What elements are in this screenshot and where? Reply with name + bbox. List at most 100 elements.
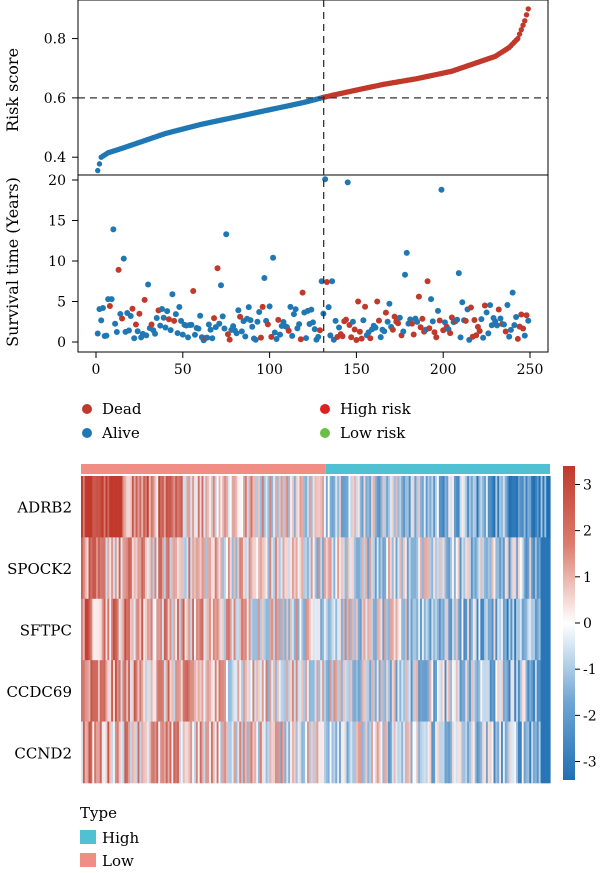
heatmap-cell: [122, 476, 125, 538]
survival-point: [459, 299, 466, 306]
heatmap-cell: [139, 537, 142, 600]
heatmap-cell: [278, 660, 282, 722]
heatmap-cell: [94, 598, 97, 661]
heatmap-cell: [241, 721, 244, 784]
heatmap-cell: [548, 598, 551, 661]
risk-point: [515, 35, 521, 42]
heatmap-cell: [293, 660, 297, 722]
heatmap-cell: [401, 660, 404, 722]
heatmap-cell: [533, 537, 536, 600]
heatmap-cell: [261, 721, 265, 784]
heatmap-cell: [448, 476, 451, 538]
heatmap-cell: [388, 721, 391, 784]
survival-point: [141, 296, 148, 303]
heatmap-cell: [175, 476, 178, 538]
heatmap-cell: [131, 537, 135, 600]
heatmap-cell: [472, 598, 476, 661]
heatmap-cell: [403, 598, 406, 661]
heatmap-cell: [305, 537, 308, 600]
heatmap-cell: [156, 598, 159, 661]
survival-point: [518, 311, 525, 318]
heatmap-cell: [516, 598, 519, 661]
survival-point: [336, 324, 343, 331]
colorbar-tick-label: 0: [583, 616, 592, 632]
survival-point: [191, 331, 198, 338]
heatmap-cell: [114, 598, 118, 661]
colorbar-tick-label: 2: [583, 524, 592, 540]
survival-point: [119, 315, 126, 322]
heatmap-cell: [446, 660, 449, 722]
heatmap-cell: [344, 537, 348, 600]
heatmap-cell: [122, 537, 125, 600]
heatmap-cell: [167, 476, 171, 538]
survival-point: [143, 332, 150, 339]
heatmap-cell: [184, 537, 188, 600]
survival-point: [339, 333, 346, 340]
heatmap-cell: [122, 598, 125, 661]
heatmap-cell: [218, 721, 221, 784]
heatmap-cell: [173, 721, 176, 784]
heatmap-cell: [97, 537, 101, 600]
heatmap-cell: [284, 660, 287, 722]
heatmap-cell: [135, 598, 139, 661]
heatmap-cell: [109, 598, 112, 661]
heatmap-cell: [429, 537, 432, 600]
heatmap-cell: [263, 598, 267, 661]
heatmap-cell: [421, 598, 425, 661]
heatmap-cell: [354, 660, 357, 722]
legend-label-low-risk: Low risk: [340, 424, 406, 442]
survival-point: [207, 326, 214, 333]
heatmap-cell: [99, 537, 103, 600]
heatmap-cell: [105, 598, 108, 661]
heatmap-cell: [408, 598, 412, 661]
heatmap-cell: [139, 476, 142, 538]
heatmap-cell: [186, 660, 189, 722]
heatmap-cell: [395, 598, 399, 661]
heatmap-cell: [261, 660, 265, 722]
heatmap-cell: [135, 537, 139, 600]
heatmap-cell: [290, 660, 293, 722]
heatmap-cell: [154, 660, 157, 722]
heatmap-cell: [250, 476, 254, 538]
heatmap-cell: [378, 721, 382, 784]
heatmap-cell: [212, 721, 216, 784]
heatmap-cell: [137, 537, 140, 600]
heatmap-cell: [297, 537, 301, 600]
heatmap-cell: [508, 537, 512, 600]
heatmap-cell: [235, 537, 238, 600]
heatmap-cell: [465, 660, 468, 722]
heatmap-cell: [376, 660, 380, 722]
heatmap-cell: [444, 476, 448, 538]
heatmap-cell: [325, 476, 329, 538]
heatmap-cell: [171, 660, 174, 722]
heatmap-cell: [525, 476, 528, 538]
heatmap-cell: [367, 476, 370, 538]
heatmap-cell: [216, 598, 220, 661]
risk-point: [95, 167, 101, 174]
heatmap-cell: [135, 660, 139, 722]
heatmap-cell: [327, 660, 331, 722]
heatmap-cell: [120, 537, 124, 600]
heatmap-cell: [429, 721, 432, 784]
heatmap-cell: [192, 660, 195, 722]
heatmap-cell: [546, 660, 549, 722]
heatmap-cell: [335, 476, 338, 538]
heatmap-cell: [284, 721, 287, 784]
heatmap-cell: [305, 598, 308, 661]
heatmap-cell: [367, 660, 370, 722]
heatmap-cell: [363, 537, 367, 600]
heatmap-cell: [487, 476, 491, 538]
heatmap-cell: [84, 660, 88, 722]
heatmap-cell: [453, 721, 457, 784]
heatmap-cell: [542, 721, 545, 784]
heatmap-cell: [133, 537, 137, 600]
survival-point: [507, 326, 514, 333]
heatmap-cell: [120, 660, 124, 722]
heatmap-cell: [408, 660, 412, 722]
heatmap-cell: [307, 476, 310, 538]
heatmap-cell: [105, 721, 108, 784]
survival-point: [481, 302, 488, 309]
heatmap-cell: [380, 537, 383, 600]
heatmap-cell: [233, 721, 237, 784]
heatmap-cell: [482, 537, 485, 600]
